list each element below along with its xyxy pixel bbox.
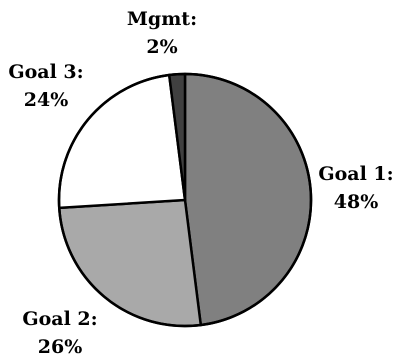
pie-slice-goal-1 [183,72,313,327]
pie-slice-goal-3 [57,73,187,210]
slice-label-mgmt: Mgmt: [127,8,197,30]
pie-outline [57,72,313,328]
slice-label-goal-1: Goal 1: [318,163,393,185]
slice-value-goal-2: 26% [38,336,83,358]
slice-label-goal-2: Goal 2: [22,308,97,330]
slice-label-goal-3: Goal 3: [8,61,83,83]
slice-value-mgmt: 2% [146,36,177,58]
slice-value-goal-3: 24% [24,89,69,111]
slice-value-goal-1: 48% [334,191,379,213]
